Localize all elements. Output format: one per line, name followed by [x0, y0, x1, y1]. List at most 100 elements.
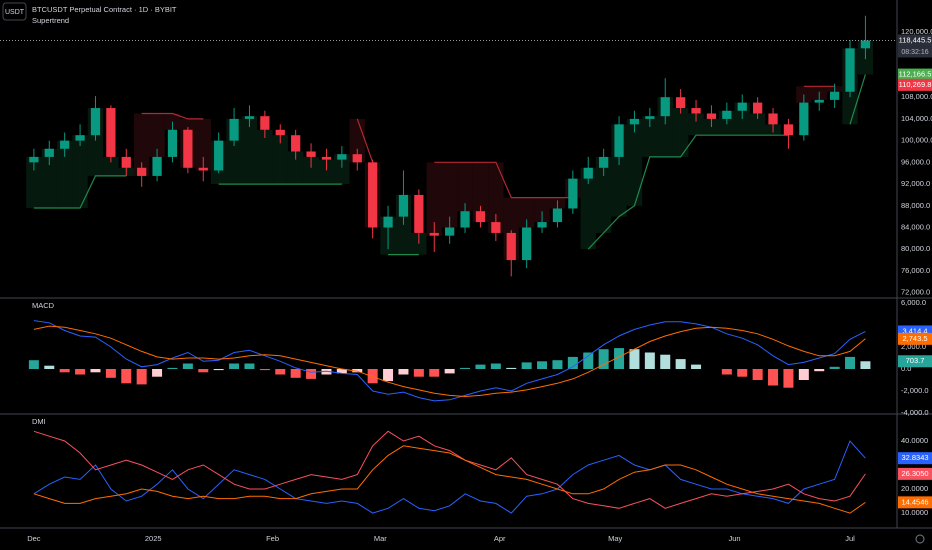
price-tag: [898, 467, 932, 480]
histogram-bar: [552, 360, 563, 370]
histogram-bar: [398, 369, 409, 375]
indicator-label: Supertrend: [32, 16, 69, 25]
candle-body: [167, 129, 178, 157]
indicator-line: [33, 320, 866, 402]
x-tick-label: Jun: [728, 534, 740, 543]
candle-body: [706, 113, 717, 119]
histogram-bar: [537, 361, 548, 370]
supertrend-fill: [703, 118, 720, 136]
y-tick-label: 10.0000: [901, 508, 928, 517]
histogram-bar: [429, 369, 440, 377]
candle-body: [506, 232, 516, 261]
histogram-bar: [75, 369, 86, 375]
supertrend-fill: [257, 129, 273, 185]
candle-body: [429, 232, 439, 236]
histogram-bar: [829, 366, 840, 370]
histogram-bar: [90, 369, 101, 373]
candle-body: [244, 116, 255, 119]
supertrend-fill: [688, 113, 704, 136]
y-tick-label: 80,000.0: [901, 244, 930, 253]
supertrend-fill: [195, 118, 211, 171]
y-tick-label: 108,000.0: [901, 92, 932, 101]
candle-body: [845, 48, 855, 92]
histogram-bar: [798, 369, 809, 381]
histogram-bar: [290, 369, 301, 378]
candle-body: [568, 178, 578, 209]
supertrend-fill: [518, 197, 535, 228]
candle-body: [152, 156, 162, 176]
price-tag-label: 112,166.5: [899, 70, 932, 79]
price-tag-label: 3,414.4: [902, 326, 927, 335]
x-tick-label: Mar: [374, 534, 387, 543]
candle-body: [60, 140, 70, 149]
histogram-bar: [136, 369, 147, 385]
price-tag-label: 703.7: [906, 356, 925, 365]
y-tick-label: 120,000.0: [901, 27, 932, 36]
candle-body: [29, 156, 39, 163]
histogram-bar: [629, 349, 640, 370]
price-tag: [898, 496, 932, 509]
histogram-bar: [737, 369, 748, 377]
candle-body: [90, 108, 101, 136]
candle-body: [75, 135, 85, 141]
y-tick-label: -4,000.0: [901, 408, 929, 417]
price-tag: [898, 332, 932, 345]
supertrend-fill: [72, 135, 88, 208]
price-tag: [898, 34, 932, 47]
pane-title: MACD: [32, 301, 55, 310]
supertrend-fill: [133, 113, 150, 176]
histogram-bar: [721, 369, 732, 375]
x-tick-label: Jul: [845, 534, 855, 543]
supertrend-fill: [534, 197, 550, 223]
candle-body: [275, 129, 285, 136]
candle-body: [44, 148, 54, 157]
candle-body: [691, 108, 701, 114]
histogram-bar: [660, 354, 671, 370]
x-tick-label: 2025: [145, 534, 162, 543]
currency-button-label[interactable]: USDT: [5, 9, 25, 16]
price-tag-label: 118,445.5: [899, 35, 932, 44]
settings-icon[interactable]: [915, 534, 925, 544]
candle-body: [352, 154, 362, 163]
price-tag-label: 2,743.5: [902, 334, 927, 343]
indicator-line: [33, 440, 866, 514]
supertrend-line: [141, 85, 835, 199]
candle-body: [306, 151, 316, 157]
indicator-line: [33, 325, 866, 398]
histogram-bar: [691, 364, 702, 370]
supertrend-fill: [56, 140, 73, 208]
candle-body: [291, 135, 301, 152]
y-tick-label: 84,000.0: [901, 222, 930, 231]
countdown-box: [898, 46, 932, 58]
histogram-bar: [490, 363, 501, 370]
candle-body: [260, 116, 270, 130]
histogram-bar: [167, 367, 178, 370]
candle-body: [398, 194, 409, 217]
supertrend-fill: [26, 156, 42, 208]
price-tag-label: 110,269.8: [899, 80, 932, 89]
histogram-bar: [644, 352, 655, 370]
candle-body: [660, 97, 670, 117]
histogram-bar: [783, 369, 794, 388]
y-tick-label: 76,000.0: [901, 266, 930, 275]
price-tag: [898, 68, 932, 81]
candle-body: [799, 102, 809, 136]
y-tick-label: 100,000.0: [901, 136, 932, 145]
candle-body: [599, 156, 609, 168]
y-tick-label: 92,000.0: [901, 179, 930, 188]
histogram-bar: [182, 363, 193, 370]
price-tag: [898, 452, 932, 465]
histogram-bar: [614, 348, 625, 370]
supertrend-fill: [41, 148, 57, 208]
histogram-bar: [460, 367, 471, 370]
y-tick-label: 6,000.0: [901, 298, 926, 307]
histogram-bar: [506, 367, 517, 370]
candle-body: [414, 194, 424, 233]
candle-body: [537, 222, 547, 228]
currency-button[interactable]: [2, 2, 27, 21]
candle-body: [460, 211, 470, 228]
supertrend-line: [33, 74, 866, 256]
